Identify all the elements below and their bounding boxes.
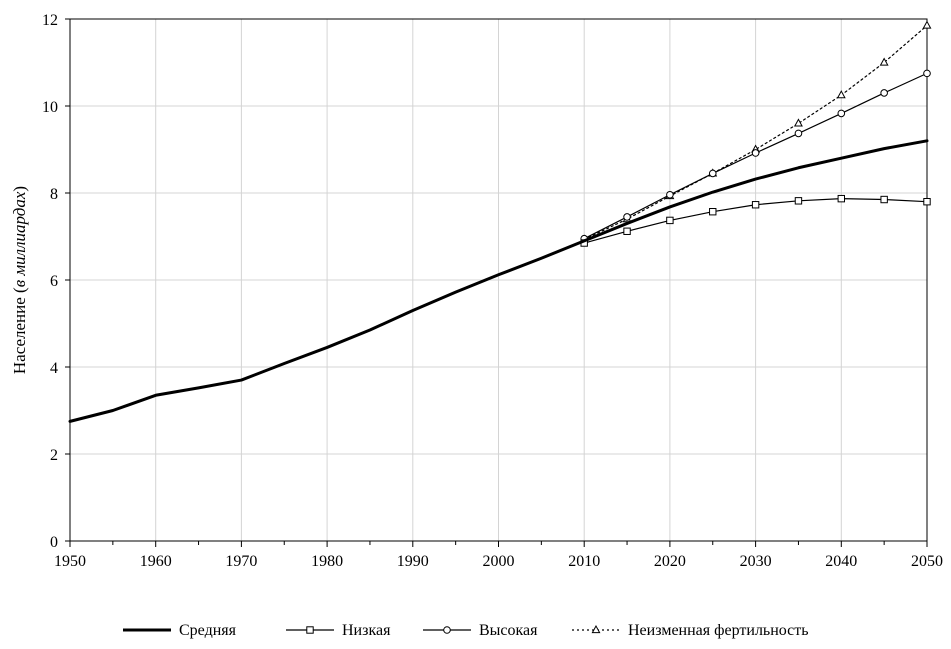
series-3-point-1 xyxy=(623,213,631,221)
series-3-point-7 xyxy=(880,89,888,97)
legend-item-3: Высокая xyxy=(423,622,538,639)
y-axis: 0 2 4 6 8 10 12 xyxy=(42,12,70,551)
x-tick-label-1980: 1980 xyxy=(311,553,343,570)
y-axis-title-main: Население xyxy=(10,297,29,374)
series-3 xyxy=(580,69,931,243)
y-tick-label-0: 0 xyxy=(50,534,58,551)
x-tick-label-2000: 2000 xyxy=(483,553,515,570)
series-2-point-8 xyxy=(923,198,931,206)
x-tick-label-2030: 2030 xyxy=(740,553,772,570)
y-axis-title-close: ) xyxy=(10,186,29,192)
series-2-point-3 xyxy=(709,208,717,216)
legend: Средняя Низкая Высокая Неизменная фертильно… xyxy=(123,622,809,639)
series-3-point-5 xyxy=(794,129,803,138)
series-layer xyxy=(68,20,932,423)
x-tick-label-1960: 1960 xyxy=(140,553,172,570)
series-4-point-7 xyxy=(879,57,889,66)
series-3-point-6 xyxy=(837,109,846,118)
legend-label-2: Низкая xyxy=(342,622,391,639)
series-2-point-5 xyxy=(794,197,803,205)
series-3-point-2 xyxy=(666,190,674,199)
x-tick-label-1990: 1990 xyxy=(397,553,429,570)
x-tick-label-2050: 2050 xyxy=(911,553,943,570)
legend-swatch-marker-2 xyxy=(306,626,314,634)
x-axis: 1950 1960 1970 1980 1990 2000 2010 2020 2030 2040… xyxy=(54,541,943,570)
y-tick-label-12: 12 xyxy=(42,12,58,29)
y-tick-label-10: 10 xyxy=(42,99,58,116)
x-tick-label-2010: 2010 xyxy=(568,553,600,570)
y-tick-label-2: 2 xyxy=(50,447,58,464)
series-3-point-4 xyxy=(751,149,760,157)
legend-item-1: Средняя xyxy=(123,622,237,639)
y-tick-label-4: 4 xyxy=(50,360,58,377)
series-2-point-2 xyxy=(666,216,674,225)
series-2-point-7 xyxy=(880,195,888,204)
legend-label-1: Средняя xyxy=(179,622,237,639)
series-3-point-3 xyxy=(708,169,717,178)
series-1 xyxy=(68,139,929,423)
series-2-point-6 xyxy=(837,194,845,203)
legend-label-3: Высокая xyxy=(479,622,538,639)
legend-swatch-marker-4 xyxy=(591,624,601,634)
series-1-line xyxy=(68,139,929,423)
legend-swatch-marker-3 xyxy=(443,626,451,634)
y-tick-label-8: 8 xyxy=(50,186,58,203)
legend-item-2: Низкая xyxy=(286,622,391,639)
y-tick-label-6: 6 xyxy=(50,273,58,290)
x-tick-label-2040: 2040 xyxy=(825,553,857,570)
y-axis-title-unit: в миллиардах xyxy=(10,191,29,287)
y-axis-title: Население (в миллиардах) xyxy=(10,186,29,374)
x-tick-label-1950: 1950 xyxy=(54,553,86,570)
series-4-point-6 xyxy=(836,90,846,99)
x-tick-label-1970: 1970 xyxy=(225,553,257,570)
series-4-point-8 xyxy=(922,20,932,29)
series-3-point-8 xyxy=(923,69,931,78)
series-2-point-1 xyxy=(623,227,631,235)
series-4-point-5 xyxy=(794,118,803,127)
y-axis-title-open: ( xyxy=(10,287,29,297)
legend-item-4: Неизменная фертильность xyxy=(572,622,809,639)
series-4-line xyxy=(583,24,928,241)
x-tick-label-2020: 2020 xyxy=(654,553,686,570)
series-2-point-4 xyxy=(751,201,760,209)
legend-label-4: Неизменная фертильность xyxy=(628,622,809,639)
